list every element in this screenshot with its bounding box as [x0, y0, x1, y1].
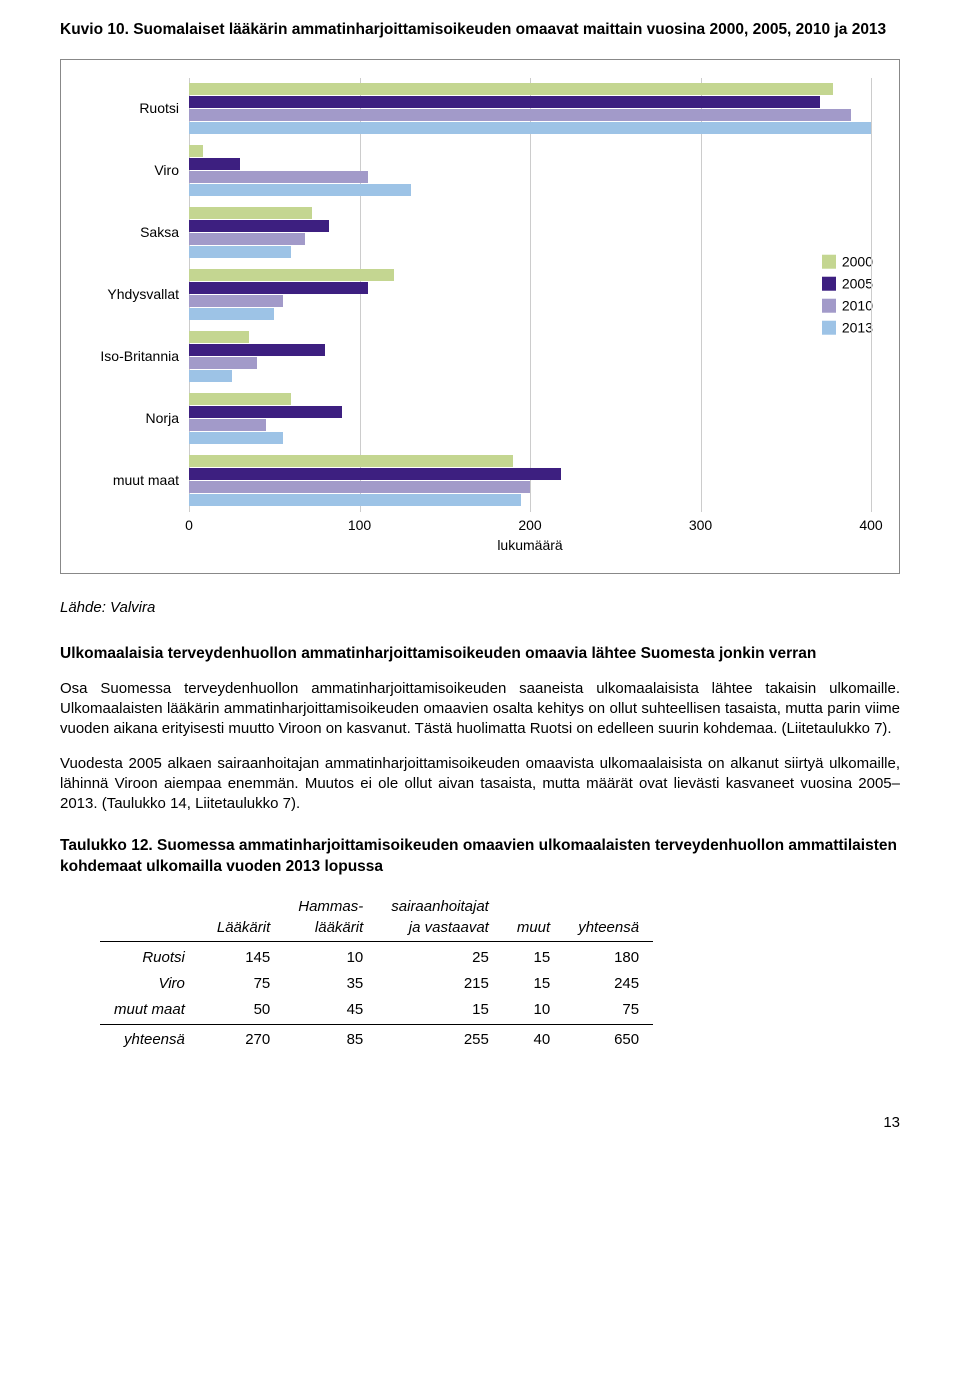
- chart-bar: [189, 308, 274, 320]
- chart-bar: [189, 171, 368, 183]
- table-cell: yhteensä: [100, 1024, 203, 1053]
- chart-bar: [189, 331, 249, 343]
- table-cell: Ruotsi: [100, 941, 203, 971]
- chart-row: [189, 202, 871, 264]
- table-cell: 75: [564, 997, 653, 1024]
- x-tick-label: 300: [689, 516, 712, 535]
- table-header: yhteensä: [564, 894, 653, 941]
- table-cell: 245: [564, 971, 653, 997]
- table-cell: muut maat: [100, 997, 203, 1024]
- table-cell: 40: [503, 1024, 564, 1053]
- chart-row: [189, 388, 871, 450]
- paragraph-2: Vuodesta 2005 alkaen sairaanhoitajan amm…: [60, 754, 900, 815]
- table-header: Hammas-lääkärit: [284, 894, 377, 941]
- x-tick-label: 100: [348, 516, 371, 535]
- chart-row: [189, 264, 871, 326]
- chart-bar: [189, 481, 530, 493]
- table-cell: 25: [377, 941, 503, 971]
- table-cell: 10: [503, 997, 564, 1024]
- chart-bar: [189, 184, 411, 196]
- table-header: Lääkärit: [203, 894, 284, 941]
- y-axis-label: Ruotsi: [79, 78, 189, 140]
- table-cell: 45: [284, 997, 377, 1024]
- chart-row: [189, 140, 871, 202]
- chart-bar: [189, 406, 342, 418]
- chart-bar: [189, 432, 283, 444]
- table-row: Ruotsi145102515180: [100, 941, 653, 971]
- chart-bar: [189, 158, 240, 170]
- chart-y-labels: RuotsiViroSaksaYhdysvallatIso-BritanniaN…: [79, 78, 189, 512]
- chart-bar: [189, 282, 368, 294]
- chart-x-ticks: 0100200300400: [189, 516, 871, 534]
- table-cell: 215: [377, 971, 503, 997]
- table-header: muut: [503, 894, 564, 941]
- x-tick-label: 0: [185, 516, 193, 535]
- chart-row: [189, 450, 871, 512]
- table-cell: 15: [503, 941, 564, 971]
- table-cell: 270: [203, 1024, 284, 1053]
- page-number: 13: [60, 1113, 900, 1133]
- table-row: muut maat5045151075: [100, 997, 653, 1024]
- y-axis-label: Iso-Britannia: [79, 326, 189, 388]
- data-table: LääkäritHammas-lääkäritsairaanhoitajatja…: [100, 894, 653, 1053]
- chart-bar: [189, 344, 325, 356]
- table-total-row: yhteensä2708525540650: [100, 1024, 653, 1053]
- table-row: Viro753521515245: [100, 971, 653, 997]
- source-text: Lähde: Valvira: [60, 598, 900, 618]
- section-heading: Ulkomaalaisia terveydenhuollon ammatinha…: [60, 644, 900, 665]
- gridline: [871, 78, 872, 512]
- table-cell: 35: [284, 971, 377, 997]
- chart-bar: [189, 370, 232, 382]
- table-header: [100, 894, 203, 941]
- chart-bar: [189, 455, 513, 467]
- table-cell: 15: [503, 971, 564, 997]
- table-cell: Viro: [100, 971, 203, 997]
- table-cell: 180: [564, 941, 653, 971]
- chart-bar: [189, 220, 329, 232]
- chart-container: RuotsiViroSaksaYhdysvallatIso-BritanniaN…: [60, 59, 900, 574]
- figure-title: Kuvio 10. Suomalaiset lääkärin ammatinha…: [60, 20, 900, 41]
- y-axis-label: Yhdysvallat: [79, 264, 189, 326]
- chart-bar: [189, 145, 203, 157]
- table-cell: 10: [284, 941, 377, 971]
- x-tick-label: 200: [518, 516, 541, 535]
- y-axis-label: muut maat: [79, 450, 189, 512]
- chart-bar: [189, 419, 266, 431]
- table-header: sairaanhoitajatja vastaavat: [377, 894, 503, 941]
- table-cell: 15: [377, 997, 503, 1024]
- table-cell: 650: [564, 1024, 653, 1053]
- table-cell: 85: [284, 1024, 377, 1053]
- chart-bar: [189, 83, 833, 95]
- chart-bar: [189, 246, 291, 258]
- table-cell: 145: [203, 941, 284, 971]
- chart-bar: [189, 207, 312, 219]
- chart-row: [189, 78, 871, 140]
- y-axis-label: Viro: [79, 140, 189, 202]
- chart-x-label: lukumäärä: [189, 536, 871, 555]
- chart-bar: [189, 96, 820, 108]
- chart-bar: [189, 393, 291, 405]
- y-axis-label: Norja: [79, 388, 189, 450]
- chart-bar: [189, 494, 521, 506]
- chart-row: [189, 326, 871, 388]
- chart-bar: [189, 109, 851, 121]
- table-cell: 75: [203, 971, 284, 997]
- chart-bar: [189, 269, 394, 281]
- chart-bar: [189, 468, 561, 480]
- chart-bar: [189, 233, 305, 245]
- table-cell: 255: [377, 1024, 503, 1053]
- table-title: Taulukko 12. Suomessa ammatinharjoittami…: [60, 836, 900, 878]
- paragraph-1: Osa Suomessa terveydenhuollon ammatinhar…: [60, 679, 900, 740]
- chart-plot-area: 2000200520102013: [189, 78, 871, 512]
- y-axis-label: Saksa: [79, 202, 189, 264]
- chart-bar: [189, 122, 871, 134]
- chart-bar: [189, 357, 257, 369]
- table-cell: 50: [203, 997, 284, 1024]
- x-tick-label: 400: [859, 516, 882, 535]
- chart-bar: [189, 295, 283, 307]
